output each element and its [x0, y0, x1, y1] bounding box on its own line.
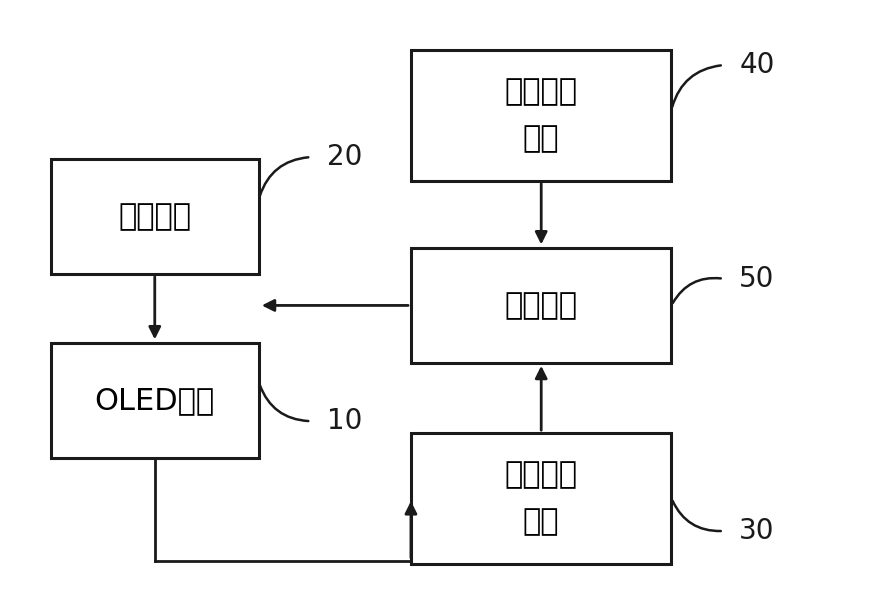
Bar: [411, 50, 671, 181]
Text: OLED屏体: OLED屏体: [94, 386, 215, 415]
Bar: [411, 433, 671, 564]
Text: 电压检测: 电压检测: [504, 460, 578, 489]
Text: 开关电路: 开关电路: [504, 291, 578, 320]
Text: 电路: 电路: [523, 507, 559, 536]
Bar: [51, 343, 259, 458]
Text: 电源电路: 电源电路: [118, 202, 191, 231]
Text: 电流补偿: 电流补偿: [504, 77, 578, 107]
Text: 30: 30: [739, 517, 774, 545]
Bar: [51, 159, 259, 274]
Text: 20: 20: [327, 143, 362, 171]
Text: 电路: 电路: [523, 125, 559, 153]
Text: 10: 10: [327, 407, 362, 435]
Bar: [411, 247, 671, 364]
Text: 50: 50: [739, 265, 774, 293]
Text: 40: 40: [739, 51, 774, 79]
